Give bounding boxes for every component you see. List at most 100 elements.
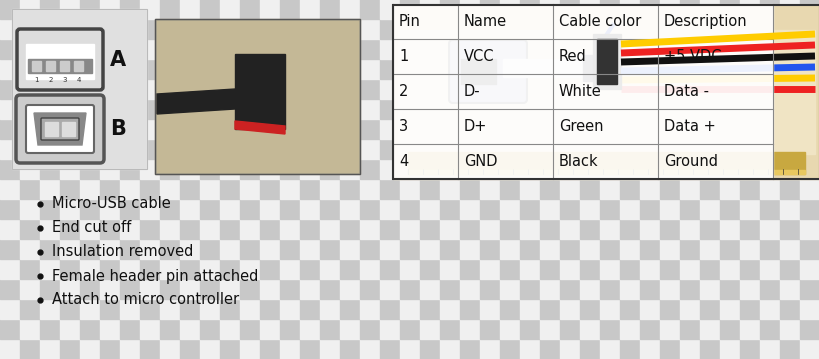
Bar xyxy=(679,299,699,319)
Bar xyxy=(540,219,559,239)
Bar xyxy=(60,119,80,139)
Bar xyxy=(360,279,379,299)
Bar xyxy=(659,239,679,259)
Bar xyxy=(419,319,440,339)
Bar xyxy=(200,279,219,299)
Bar xyxy=(40,219,60,239)
Bar xyxy=(739,119,759,139)
Bar xyxy=(540,279,559,299)
Bar xyxy=(319,179,340,199)
Bar xyxy=(140,199,160,219)
Bar xyxy=(540,19,559,39)
Bar xyxy=(459,19,479,39)
Bar xyxy=(360,319,379,339)
Bar xyxy=(619,199,639,219)
Bar xyxy=(20,59,40,79)
Bar xyxy=(419,299,440,319)
Bar xyxy=(679,339,699,359)
Bar xyxy=(279,19,300,39)
Bar xyxy=(619,239,639,259)
Bar xyxy=(779,159,799,179)
Bar xyxy=(219,279,240,299)
Bar xyxy=(80,279,100,299)
Bar xyxy=(300,179,319,199)
Text: Pin: Pin xyxy=(399,14,420,29)
Bar xyxy=(140,279,160,299)
Bar xyxy=(219,159,240,179)
Bar xyxy=(120,19,140,39)
Bar xyxy=(140,39,160,59)
Bar xyxy=(459,299,479,319)
Bar xyxy=(519,139,540,159)
Bar xyxy=(80,139,100,159)
Text: Red: Red xyxy=(559,49,586,64)
Bar xyxy=(60,219,80,239)
Bar xyxy=(739,219,759,239)
Bar xyxy=(500,99,519,119)
Bar xyxy=(40,79,60,99)
Text: 4: 4 xyxy=(399,154,408,169)
Bar xyxy=(200,0,219,19)
Bar xyxy=(219,319,240,339)
Bar xyxy=(759,99,779,119)
Bar xyxy=(319,239,340,259)
Bar xyxy=(260,279,279,299)
Bar xyxy=(260,219,279,239)
Bar xyxy=(779,59,799,79)
Bar xyxy=(579,19,600,39)
Bar xyxy=(759,199,779,219)
Bar xyxy=(319,139,340,159)
Bar xyxy=(240,119,260,139)
Text: 3: 3 xyxy=(62,77,66,83)
Bar xyxy=(400,279,419,299)
Bar xyxy=(279,339,300,359)
Bar xyxy=(279,259,300,279)
Bar xyxy=(40,179,60,199)
Bar xyxy=(60,339,80,359)
Bar xyxy=(100,19,120,39)
Bar xyxy=(759,319,779,339)
Bar xyxy=(340,199,360,219)
Bar xyxy=(240,59,260,79)
Bar xyxy=(219,139,240,159)
Bar xyxy=(579,219,600,239)
Bar xyxy=(679,39,699,59)
Bar xyxy=(80,159,100,179)
Bar xyxy=(540,139,559,159)
Bar xyxy=(319,339,340,359)
Bar xyxy=(759,19,779,39)
Bar xyxy=(360,99,379,119)
Bar xyxy=(679,79,699,99)
Bar xyxy=(400,79,419,99)
Bar xyxy=(319,259,340,279)
Bar xyxy=(155,19,360,174)
Bar xyxy=(559,259,579,279)
Bar xyxy=(719,159,739,179)
Bar xyxy=(519,159,540,179)
Bar xyxy=(600,39,619,59)
Bar xyxy=(379,279,400,299)
Bar xyxy=(0,159,20,179)
Bar xyxy=(20,39,40,59)
Bar xyxy=(659,279,679,299)
Bar xyxy=(639,39,659,59)
Bar xyxy=(540,199,559,219)
Bar xyxy=(459,239,479,259)
Bar xyxy=(319,59,340,79)
Bar xyxy=(140,219,160,239)
Bar xyxy=(340,239,360,259)
Bar xyxy=(260,239,279,259)
Bar xyxy=(400,179,419,199)
Bar xyxy=(80,0,100,19)
Bar xyxy=(0,0,387,239)
Bar xyxy=(20,339,40,359)
Bar xyxy=(279,219,300,239)
Bar xyxy=(779,19,799,39)
Bar xyxy=(219,79,240,99)
Bar xyxy=(219,239,240,259)
Bar xyxy=(440,19,459,39)
Bar xyxy=(579,319,600,339)
Bar xyxy=(279,279,300,299)
Bar xyxy=(300,299,319,319)
Bar xyxy=(319,219,340,239)
